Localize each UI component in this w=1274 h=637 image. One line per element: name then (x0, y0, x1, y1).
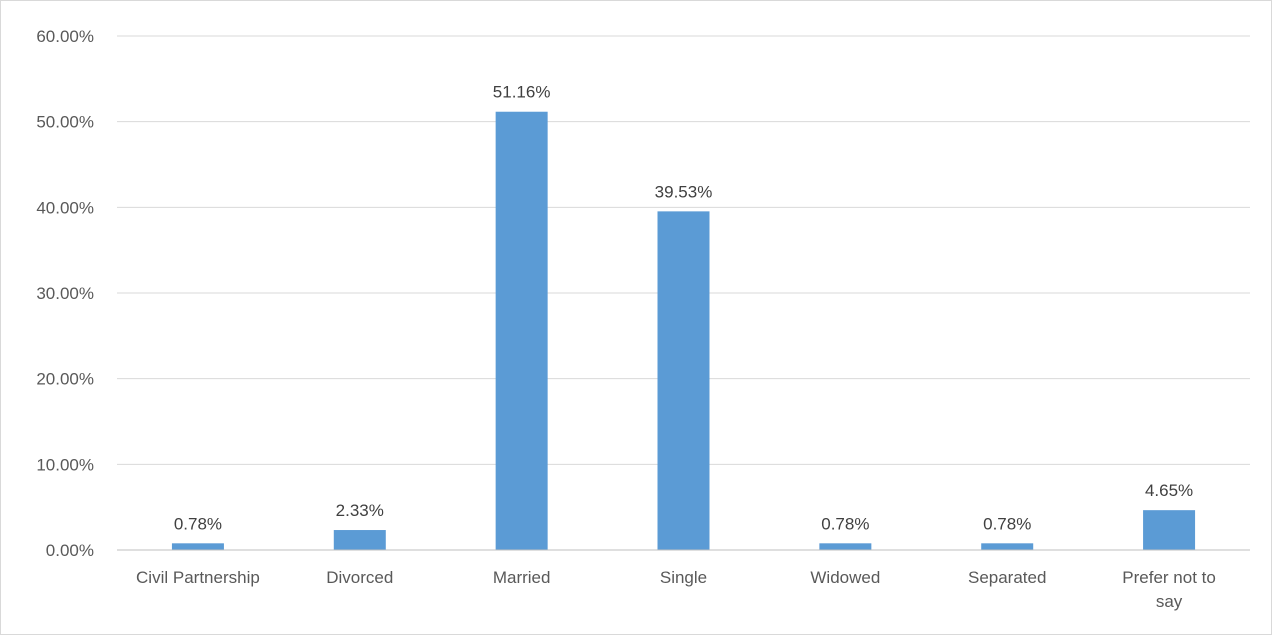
labels: 0.00% 10.00% 20.00% 30.00% 40.00% 50.00% 60.00… (36, 27, 1216, 611)
data-label: 2.33% (336, 501, 384, 520)
x-tick-label-line: Separated (968, 568, 1046, 587)
x-tick-label-line: say (1156, 592, 1183, 611)
x-tick-label-line: Divorced (326, 568, 393, 587)
y-tick-label: 20.00% (36, 370, 94, 389)
y-tick-label: 40.00% (36, 198, 94, 217)
y-tick-label: 50.00% (36, 113, 94, 132)
x-tick-label-line: Widowed (810, 568, 880, 587)
data-label: 39.53% (655, 182, 713, 201)
x-tick-label: Separated (968, 568, 1046, 587)
x-tick-label-line: Single (660, 568, 707, 587)
bar (333, 530, 386, 550)
data-label: 0.78% (983, 514, 1031, 533)
x-tick-label-line: Prefer not to (1122, 568, 1216, 587)
y-tick-label: 30.00% (36, 284, 94, 303)
x-tick-label-line: Civil Partnership (136, 568, 260, 587)
bar (981, 543, 1034, 550)
bar (819, 543, 872, 550)
gridlines (117, 35, 1250, 465)
bar (171, 543, 224, 550)
data-label: 4.65% (1145, 481, 1193, 500)
bar (657, 211, 710, 550)
bars (171, 111, 1196, 550)
data-label: 0.78% (821, 514, 869, 533)
y-tick-label: 60.00% (36, 27, 94, 46)
data-label: 0.78% (174, 514, 222, 533)
x-tick-label: Divorced (326, 568, 393, 587)
data-label: 51.16% (493, 83, 551, 102)
x-tick-label-line: Married (493, 568, 551, 587)
x-tick-label: Widowed (810, 568, 880, 587)
y-tick-label: 0.00% (46, 541, 94, 560)
x-tick-label: Married (493, 568, 551, 587)
x-tick-label: Prefer not to say (1122, 568, 1216, 611)
x-tick-label: Civil Partnership (136, 568, 260, 587)
y-tick-label: 10.00% (36, 455, 94, 474)
x-tick-label: Single (660, 568, 707, 587)
bar (1143, 510, 1196, 550)
bar (495, 111, 548, 550)
